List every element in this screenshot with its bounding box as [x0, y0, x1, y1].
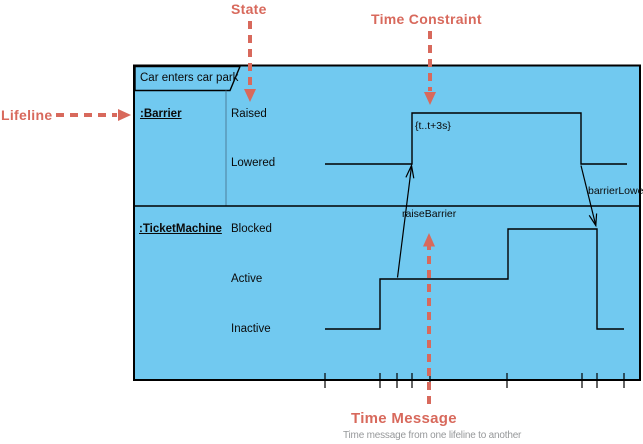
frame-label-pentagon	[134, 65, 242, 92]
time-message-annotation-title: Time Message	[351, 410, 457, 427]
state-label-lowered: Lowered	[231, 157, 276, 169]
message-label-barrier-lower: barrierLower	[588, 185, 643, 197]
time-constraint-pointer-arrowhead-icon	[424, 92, 436, 105]
time-message-pointer-arrowhead-icon	[423, 233, 435, 247]
lifeline-name-barrier: :Barrier	[140, 108, 182, 120]
state-label-raised: Raised	[231, 108, 267, 120]
time-message-annotation-subtitle: Time message from one lifeline to anothe…	[343, 430, 522, 441]
time-constraint-annotation-label: Time Constraint	[371, 11, 482, 27]
ticket-machine-state-timeline	[325, 228, 624, 330]
message-label-raise-barrier: raiseBarrier	[402, 208, 457, 220]
state-pointer-arrowhead-icon	[244, 89, 256, 102]
barrier-lower-arrowhead-icon	[588, 213, 598, 228]
annotation-arrows	[56, 21, 436, 404]
time-axis-ticks	[324, 373, 625, 388]
lifeline-name-ticket-machine: :TicketMachine	[139, 223, 222, 235]
barrier-state-timeline	[325, 112, 627, 165]
state-label-blocked: Blocked	[231, 223, 272, 235]
state-label-active: Active	[231, 273, 263, 285]
lifeline-annotation-label: Lifeline	[1, 107, 53, 123]
barrier-lower-message-line	[580, 165, 597, 226]
time-constraint-value: {t..t+3s}	[415, 120, 451, 132]
raise-barrier-message-line	[396, 166, 413, 278]
frame-label: Car enters car park	[140, 72, 239, 84]
lifeline-pointer-arrowhead-icon	[118, 109, 131, 121]
raise-barrier-arrowhead-icon	[405, 163, 415, 179]
diagram-frame	[133, 64, 641, 381]
state-label-inactive: Inactive	[231, 323, 271, 335]
state-annotation-label: State	[231, 1, 267, 17]
